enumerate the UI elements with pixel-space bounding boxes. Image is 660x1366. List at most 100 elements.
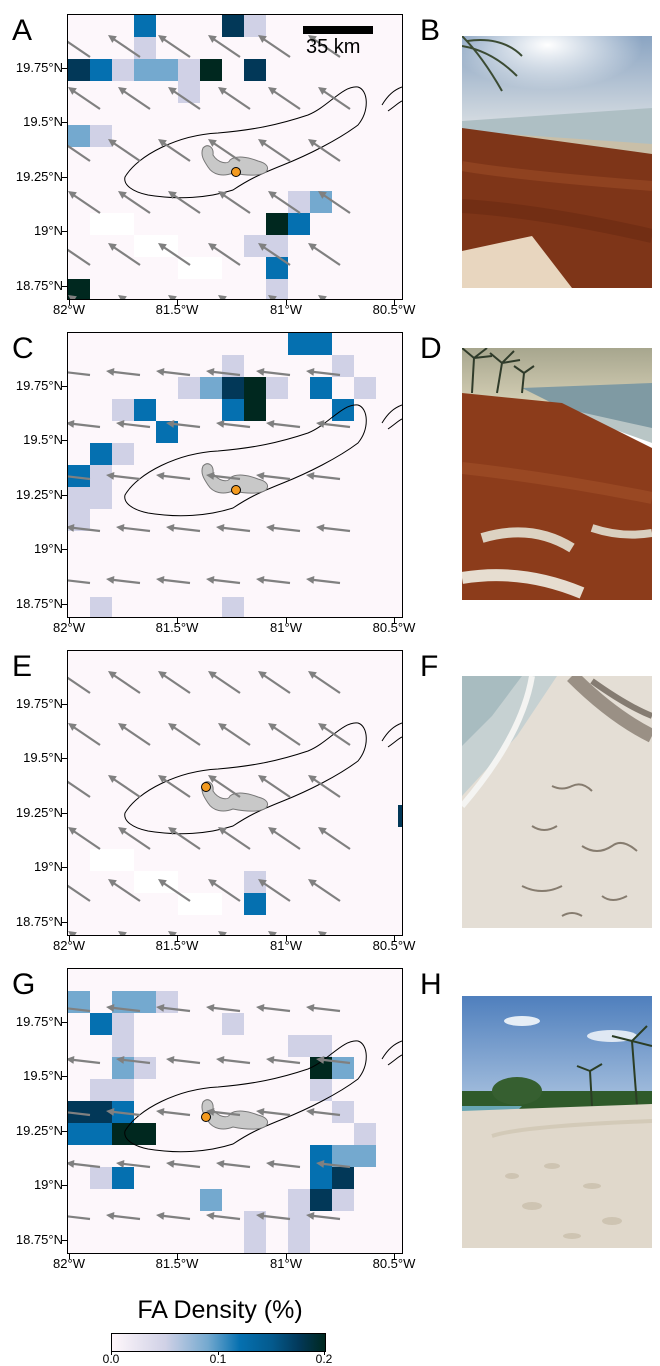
- wind-arrows: [68, 1003, 351, 1221]
- wind-arrow-head: [108, 35, 117, 43]
- wind-arrow-shaft: [321, 193, 351, 214]
- density-cell: [288, 1211, 310, 1233]
- wind-arrow-shaft: [260, 370, 291, 377]
- wind-arrow-shaft: [321, 829, 351, 850]
- y-tick-label: 18.75°N: [15, 278, 63, 293]
- density-cell: [266, 279, 288, 299]
- wind-arrow-head: [318, 295, 327, 299]
- density-cell: [112, 1079, 134, 1101]
- density-cell: [90, 59, 112, 81]
- wind-arrow-shaft: [160, 370, 191, 377]
- density-cell: [288, 213, 310, 235]
- x-tick-mark: [286, 936, 287, 941]
- density-cell: [68, 59, 90, 81]
- wind-arrow-shaft: [71, 829, 101, 850]
- density-cell: [112, 1057, 134, 1079]
- wind-arrow-head: [116, 419, 125, 428]
- wind-arrow-shaft: [261, 777, 291, 798]
- panel-letter-d: D: [420, 332, 442, 365]
- wind-arrow-head: [268, 723, 277, 731]
- wind-arrow-shaft: [121, 297, 126, 299]
- wind-arrow-head: [218, 295, 227, 299]
- y-tick-mark: [62, 1240, 67, 1241]
- colorbar-tickmark-0: [111, 1351, 112, 1355]
- density-cell: [310, 1145, 332, 1167]
- wind-arrow-head: [68, 723, 77, 731]
- density-cell: [266, 257, 288, 279]
- wind-arrow-shaft: [171, 725, 201, 746]
- wind-arrow-shaft: [261, 673, 291, 694]
- wind-arrow-shaft: [68, 248, 91, 266]
- x-tick-mark: [177, 936, 178, 941]
- x-tick-label: 81°W: [270, 302, 302, 317]
- wind-arrow-head: [206, 471, 215, 480]
- wind-arrow-head: [118, 931, 127, 935]
- wind-arrow-shaft: [120, 526, 151, 533]
- wind-arrow-shaft: [211, 881, 241, 902]
- y-tick-label: 19.75°N: [15, 1014, 63, 1029]
- wind-arrow-shaft: [311, 245, 341, 266]
- density-cell: [112, 1013, 134, 1035]
- y-tick-label: 19.25°N: [15, 487, 63, 502]
- wind-arrow-head: [256, 471, 265, 480]
- eez-boundary-edge: [381, 404, 402, 430]
- x-tick-mark: [69, 1254, 70, 1259]
- wind-arrow-head: [156, 1107, 165, 1116]
- wind-arrow-shaft: [221, 297, 226, 299]
- wind-arrow-shaft: [260, 1214, 291, 1221]
- density-cell: [398, 805, 402, 827]
- wind-arrow-shaft: [121, 829, 151, 850]
- wind-arrow-head: [108, 775, 117, 783]
- empty-cell: [90, 849, 112, 871]
- wind-arrow-head: [308, 139, 317, 147]
- wind-arrow-shaft: [271, 725, 301, 746]
- wind-arrow-shaft: [70, 1058, 101, 1065]
- density-cell: [156, 59, 178, 81]
- wind-arrow-head: [68, 1055, 75, 1064]
- wind-arrow-head: [208, 35, 217, 43]
- density-cell: [134, 1057, 156, 1079]
- wind-arrow-head: [116, 1159, 125, 1168]
- density-cell: [134, 15, 156, 37]
- wind-arrow-head: [268, 827, 277, 835]
- wind-arrow-head: [258, 35, 267, 43]
- wind-arrow-head: [258, 243, 267, 251]
- wind-arrow-shaft: [171, 193, 201, 214]
- wind-arrow-shaft: [211, 141, 241, 162]
- density-cell: [134, 991, 156, 1013]
- density-cell: [332, 1145, 354, 1167]
- wind-arrow-shaft: [120, 1058, 151, 1065]
- wind-arrow-head: [116, 523, 125, 532]
- y-tick-mark: [62, 813, 67, 814]
- wind-arrow-shaft: [260, 1110, 291, 1117]
- wind-arrow-shaft: [68, 1111, 91, 1117]
- map-svg-e: [68, 671, 402, 935]
- wind-arrow-shaft: [111, 245, 141, 266]
- wind-arrow-head: [266, 523, 275, 532]
- y-tick-label: 19.5°N: [23, 750, 63, 765]
- y-tick-label: 19.25°N: [15, 805, 63, 820]
- wind-arrow-head: [256, 1107, 265, 1116]
- y-tick-mark: [62, 704, 67, 705]
- colorbar-tickmark-1: [218, 1351, 219, 1355]
- density-cell: [112, 1123, 134, 1145]
- wind-arrow-shaft: [70, 422, 101, 429]
- panel-letter-f: F: [420, 650, 439, 683]
- panel-letter-a: A: [12, 14, 33, 47]
- wind-arrow-shaft: [271, 193, 301, 214]
- density-cell: [310, 377, 332, 399]
- y-tick-mark: [62, 758, 67, 759]
- wind-arrow-shaft: [320, 526, 351, 533]
- colorbar-tick-1: 0.1: [209, 1352, 227, 1366]
- wind-arrow-shaft: [71, 933, 76, 935]
- wind-arrow-shaft: [160, 578, 191, 585]
- eez-boundary-edge: [381, 722, 402, 748]
- x-tick-label: 81°W: [270, 938, 302, 953]
- y-tick-mark: [62, 1022, 67, 1023]
- y-tick-label: 19°N: [33, 541, 63, 556]
- wind-arrow-head: [68, 295, 77, 299]
- wind-arrow-head: [218, 827, 227, 835]
- density-cell: [332, 1189, 354, 1211]
- density-cell: [310, 1189, 332, 1211]
- photo-f: [462, 676, 652, 928]
